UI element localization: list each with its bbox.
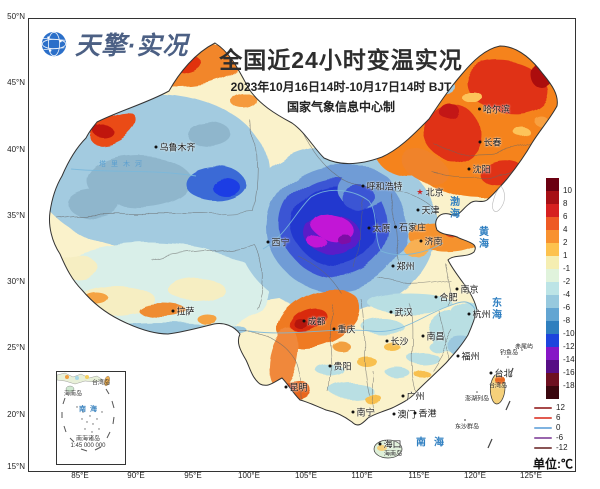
lat-tick-label: 40°N	[7, 145, 25, 154]
legend-unit-label: 单位:℃	[533, 457, 573, 471]
isoline-value: -12	[556, 443, 568, 452]
longitude-axis: 85°E 90°E 95°E 100°E 105°E 110°E 115°E 120°E 125…	[0, 471, 600, 485]
isoline-sample	[534, 437, 552, 439]
colorbar-block	[546, 295, 559, 308]
korea-outline	[492, 185, 505, 212]
globe-icon	[41, 31, 67, 57]
colorbar-tick-label: -14	[563, 355, 575, 364]
title-block: 全国近24小时变温实况 2023年10月16日14时-10月17日14时 BJT…	[219, 41, 463, 115]
lat-tick-label: 35°N	[7, 211, 25, 220]
isoline-sample	[534, 417, 552, 419]
rivers	[70, 168, 476, 334]
colorbar-block	[546, 256, 559, 269]
colorbar-tick-label: 1	[563, 251, 568, 260]
map-subtitle-org: 国家气象信息中心制	[286, 100, 395, 114]
isoline-legend-row: 0	[534, 423, 568, 433]
lon-tick-label: 125°E	[520, 471, 542, 480]
lon-tick-label: 105°E	[295, 471, 317, 480]
colorbar-tick-label: -16	[563, 368, 575, 377]
isoline-value: -6	[556, 433, 564, 442]
colorbar-tick-label: -2	[563, 277, 571, 286]
colorbar-block	[546, 217, 559, 230]
legend-colorbar	[546, 178, 559, 399]
brand-logo-text: 天擎·实况	[75, 32, 189, 60]
brand-logo: 天擎·实况	[39, 26, 188, 62]
colorbar-block	[546, 308, 559, 321]
colorbar-tick-label: -8	[563, 316, 571, 325]
colorbar-block	[546, 334, 559, 347]
map-frame: 乌鲁木齐 哈尔滨 长春 沈阳 呼和浩特 ★ 北京 天津 石家庄 太原 济南 郑州 西宁 拉萨 成都 重庆 武汉合…	[28, 18, 576, 472]
map-title: 全国近24小时变温实况	[219, 47, 463, 73]
colorbar-tick-label: -1	[563, 264, 571, 273]
colorbar-tick-label: 6	[563, 212, 568, 221]
colorbar-block	[546, 269, 559, 282]
lat-tick-label: 15°N	[7, 462, 25, 471]
colorbar-block	[546, 243, 559, 256]
lat-tick-label: 45°N	[7, 78, 25, 87]
lon-tick-label: 110°E	[351, 471, 373, 480]
map-subtitle-time: 2023年10月16日14时-10月17日14时 BJT	[230, 80, 452, 94]
inset-label: 南海	[79, 406, 101, 413]
lon-tick-label: 120°E	[464, 471, 486, 480]
colorbar-block	[546, 191, 559, 204]
isoline-legend-row: 6	[534, 413, 568, 423]
lat-tick-label: 50°N	[7, 12, 25, 21]
colorbar-block	[546, 347, 559, 360]
colorbar-tick-label: -12	[563, 342, 575, 351]
isoline-legend-row: -12	[534, 443, 568, 453]
isoline-value: 0	[556, 423, 561, 432]
lat-tick-label: 20°N	[7, 410, 25, 419]
lat-tick-label: 30°N	[7, 277, 25, 286]
hainan-island	[373, 439, 403, 459]
inset-island-dots	[76, 406, 103, 433]
colorbar-tick-label: -4	[563, 290, 571, 299]
inset-label: 台湾岛	[91, 380, 111, 387]
lon-tick-label: 85°E	[71, 471, 89, 480]
colorbar-tick-label: -10	[563, 329, 575, 338]
isoline-value: 12	[556, 403, 565, 412]
legend-isolines: 12 6 0 -6 -12	[534, 403, 568, 453]
colorbar-tick-label: 8	[563, 199, 568, 208]
isoline-value: 6	[556, 413, 561, 422]
nine-dash-line-segments	[487, 367, 514, 449]
colorbar-tick-label: -18	[563, 381, 575, 390]
lon-tick-label: 100°E	[238, 471, 260, 480]
colorbar-tick-label: -6	[563, 303, 571, 312]
colorbar-block	[546, 178, 559, 191]
inset-label: 南海诸岛	[75, 436, 101, 443]
lon-tick-label: 90°E	[127, 471, 145, 480]
inset-label: 1:45 000 000	[70, 443, 106, 449]
inset-label: 海南岛	[63, 391, 83, 398]
colorbar-block	[546, 360, 559, 373]
isoline-legend-row: 12	[534, 403, 568, 413]
colorbar-tick-label: 10	[563, 186, 572, 195]
lon-tick-label: 115°E	[408, 471, 430, 480]
legend-colorbar-labels: 10 8 6 4 2 1 -1 -2 -4 -6 -8 -10 -12 -14 -16 -18	[563, 178, 587, 408]
lon-tick-label: 95°E	[184, 471, 202, 480]
inset-map-art	[57, 372, 115, 452]
colorbar-block	[546, 373, 559, 386]
colorbar-block	[546, 230, 559, 243]
colorbar-block	[546, 204, 559, 217]
taiwan-island	[489, 374, 506, 405]
latitude-axis: 50°N 45°N 40°N 35°N 30°N 25°N 20°N 15°N	[0, 0, 26, 489]
colorbar-tick-label: 2	[563, 238, 568, 247]
colorbar-tick-label: 4	[563, 225, 568, 234]
lat-tick-label: 25°N	[7, 343, 25, 352]
colorbar-block	[546, 321, 559, 334]
china-temperature-map	[48, 42, 558, 459]
isoline-legend-row: -6	[534, 433, 568, 443]
isoline-sample	[534, 447, 552, 449]
colorbar-block	[546, 282, 559, 295]
small-islands-dots	[464, 349, 523, 421]
isoline-sample	[534, 427, 552, 429]
colorbar-block	[546, 386, 559, 399]
isoline-sample	[534, 407, 552, 409]
south-china-sea-inset: 台湾岛海南岛南海南海诸岛 1:45 000 000	[56, 371, 126, 465]
